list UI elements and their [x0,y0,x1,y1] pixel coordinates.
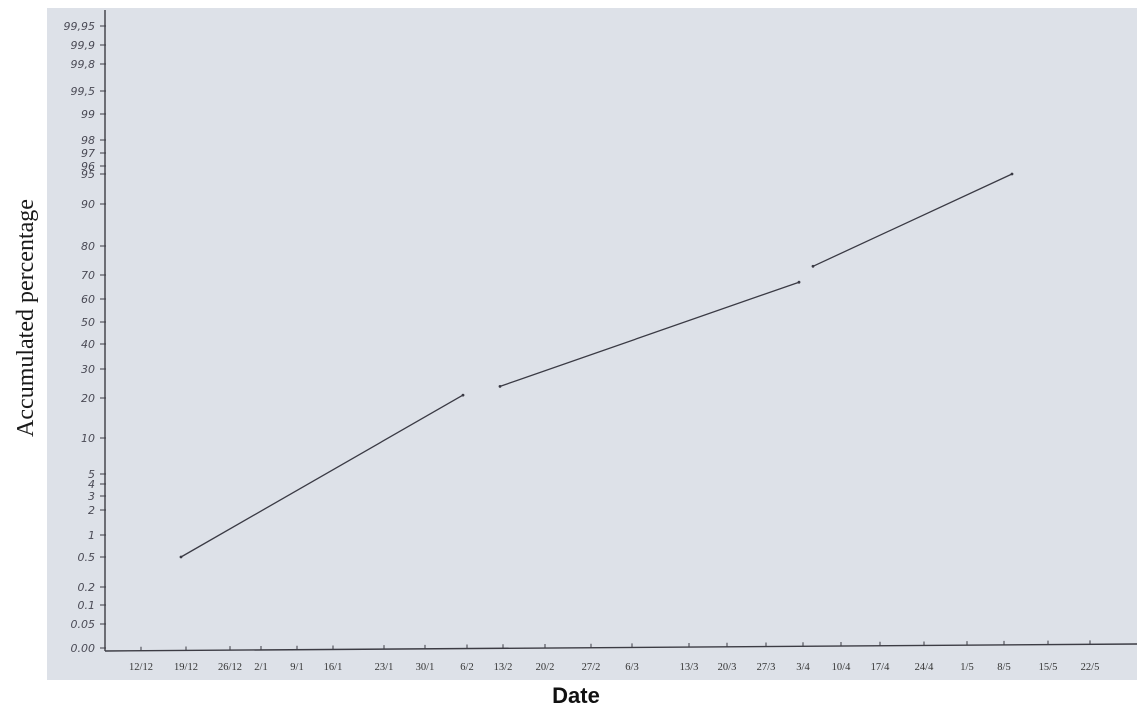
y-tick-label: 97 [81,147,95,160]
y-tick-label: 0.05 [71,618,96,631]
y-tick-label: 20 [81,392,95,405]
x-tick-label: 26/12 [218,662,242,673]
x-tick-label: 19/12 [174,662,198,673]
data-point [179,555,183,559]
y-tick-label: 4 [88,478,95,491]
x-axis-line [104,643,1137,652]
y-tick-label: 30 [81,363,95,376]
x-tick-label: 6/2 [460,662,473,673]
chart-paper [47,8,1137,680]
x-tick-label: 9/1 [290,662,303,673]
data-point [797,280,801,284]
x-tick-label: 2/1 [254,662,267,673]
data-point [811,264,815,268]
x-tick-label: 20/2 [536,662,555,673]
y-tick-label: 50 [81,316,95,329]
x-tick-label: 24/4 [915,662,934,673]
y-tick-label: 99,8 [71,58,96,71]
y-tick-label: 98 [81,134,95,147]
x-tick-label: 23/1 [375,662,394,673]
x-tick-label: 15/5 [1039,662,1058,673]
y-tick-label: 0.2 [78,581,96,594]
x-tick-label: 13/3 [680,662,699,673]
y-tick-label: 60 [81,293,95,306]
y-tick-label: 99,5 [71,85,96,98]
data-point [498,385,502,388]
y-tick-label: 99,9 [71,39,96,52]
data-point [1010,172,1014,176]
series-group [179,172,1014,559]
y-tick-label: 0.00 [71,642,96,655]
data-point [461,393,465,397]
x-tick-label: 30/1 [416,662,435,673]
series-line [180,394,464,558]
y-tick-label: 70 [81,269,95,282]
x-tick-label: 8/5 [997,662,1010,673]
x-tick-label: 10/4 [832,662,851,673]
x-tick-label: 3/4 [796,662,810,673]
x-tick-label: 1/5 [960,662,973,673]
x-tick-label: 17/4 [871,662,890,673]
y-tick-label: 95 [81,168,95,181]
x-tick-label: 20/3 [718,662,737,673]
y-tick-label: 0.1 [78,599,96,612]
y-tick-label: 80 [81,240,95,253]
y-tick-label: 99 [81,108,95,121]
y-tick-label: 0.5 [78,551,96,564]
y-tick-label: 40 [81,338,95,351]
y-tick-label: 10 [81,432,95,445]
y-tick-label: 96 [81,160,95,173]
x-tick-label: 12/12 [129,662,153,673]
y-axis-label: Accumulated percentage [13,199,39,437]
x-tick-label: 6/3 [625,662,638,673]
x-tick-label: 16/1 [324,662,343,673]
series-line [499,281,800,388]
x-tick-label: 13/2 [494,662,513,673]
y-tick-label: 1 [88,529,95,542]
x-tick-label: 22/5 [1081,662,1100,673]
y-tick-label: 5 [88,468,95,481]
x-tick-label: 27/2 [582,662,601,673]
x-axis-label: Date [552,683,600,707]
series-line [812,173,1013,267]
x-tick-group: 12/12 19/12 26/12 2/1 9/1 16/1 23/1 30/1 6/2 13/2… [129,640,1099,673]
y-tick-label: 3 [88,490,95,503]
y-tick-label: 2 [88,504,95,517]
x-tick-label: 27/3 [757,662,776,673]
y-tick-label: 90 [81,198,95,211]
y-tick-label: 99,95 [64,20,96,33]
